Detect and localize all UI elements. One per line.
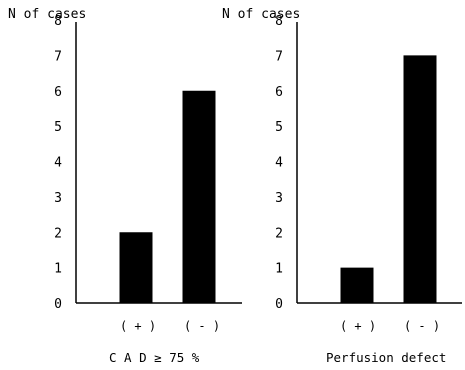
y-tick-label: 2 [275,226,283,241]
category-label: ( + ) [120,319,156,333]
y-tick-label: 0 [54,297,62,312]
y-tick-label: 5 [54,120,62,135]
bar [119,232,153,303]
bar [403,55,437,303]
y-axis-label: N of cases [222,7,300,22]
y-tick-label: 8 [54,14,62,29]
y-tick-label: 6 [275,85,283,100]
bars [119,90,216,303]
y-tick-label: 3 [54,191,62,206]
bar [340,267,374,303]
y-ticks: 0 1 2 3 4 5 6 7 8 [275,14,283,312]
y-tick-label: 4 [275,156,283,171]
chart-perfusion: N of cases 0 1 2 3 4 5 6 7 8 ( + ) ( - ) Perfusio… [222,7,462,365]
y-tick-label: 7 [275,49,283,64]
y-tick-label: 1 [54,262,62,277]
y-tick-label: 3 [275,191,283,206]
category-labels: ( + ) ( - ) [340,319,440,333]
category-label: ( - ) [404,319,440,333]
y-tick-label: 2 [54,226,62,241]
bars [340,55,437,303]
y-tick-label: 0 [275,297,283,312]
y-tick-label: 8 [275,14,283,29]
category-label: ( - ) [184,319,220,333]
category-label: ( + ) [340,319,376,333]
chart-cad: N of cases 0 1 2 3 4 5 6 7 8 ( + ) ( - ) C A D ≥ … [8,7,242,365]
y-tick-label: 7 [54,49,62,64]
y-tick-label: 1 [275,262,283,277]
y-ticks: 0 1 2 3 4 5 6 7 8 [54,14,62,312]
bar [182,90,216,303]
y-tick-label: 4 [54,156,62,171]
x-axis-label: Perfusion defect [326,350,446,365]
y-tick-label: 6 [54,85,62,100]
y-axis-label: N of cases [8,7,86,22]
y-tick-label: 5 [275,120,283,135]
x-axis-label: C A D ≥ 75 % [109,350,200,365]
category-labels: ( + ) ( - ) [120,319,220,333]
